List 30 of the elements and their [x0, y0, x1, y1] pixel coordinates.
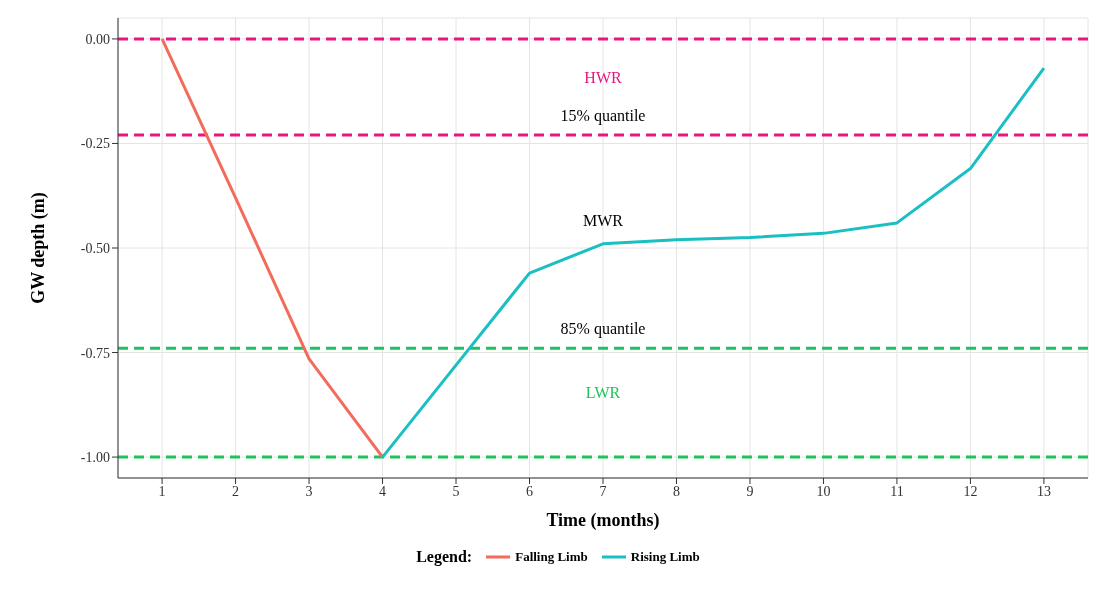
y-axis-title: GW depth (m) — [28, 192, 50, 304]
y-tick-label: -1.00 — [80, 450, 110, 466]
annotation: LWR — [585, 383, 621, 401]
line-series — [160, 37, 385, 459]
y-tick-label: -0.25 — [80, 136, 110, 152]
annotation: MWR — [583, 212, 624, 230]
x-tick-label: 10 — [816, 483, 831, 499]
legend-label: Falling Limb — [514, 549, 588, 565]
x-tick-label: 3 — [305, 483, 313, 499]
y-tick-label: 0.00 — [85, 31, 110, 47]
x-tick-label: 6 — [526, 483, 534, 499]
x-tick-label: 5 — [452, 483, 460, 499]
legend-label: Rising Limb — [629, 549, 700, 565]
y-tick-label: -0.75 — [80, 345, 110, 361]
x-tick-label: 7 — [599, 483, 607, 499]
ref-line-label: 85% quantile — [560, 320, 646, 339]
x-axis-title: Time (months) — [546, 510, 660, 531]
x-tick-label: 11 — [890, 483, 904, 499]
line-series — [381, 66, 1046, 459]
x-tick-label: 8 — [672, 483, 680, 499]
legend-title: Legend: — [416, 548, 473, 566]
x-tick-label: 4 — [379, 483, 387, 499]
x-tick-label: 9 — [746, 483, 754, 499]
x-tick-label: 13 — [1036, 483, 1051, 499]
x-tick-label: 12 — [963, 483, 978, 499]
annotation: HWR — [584, 69, 622, 87]
ref-line-label: 15% quantile — [560, 107, 646, 126]
x-tick-label: 2 — [232, 483, 240, 499]
y-tick-label: -0.50 — [80, 240, 110, 256]
x-tick-label: 1 — [158, 483, 166, 499]
